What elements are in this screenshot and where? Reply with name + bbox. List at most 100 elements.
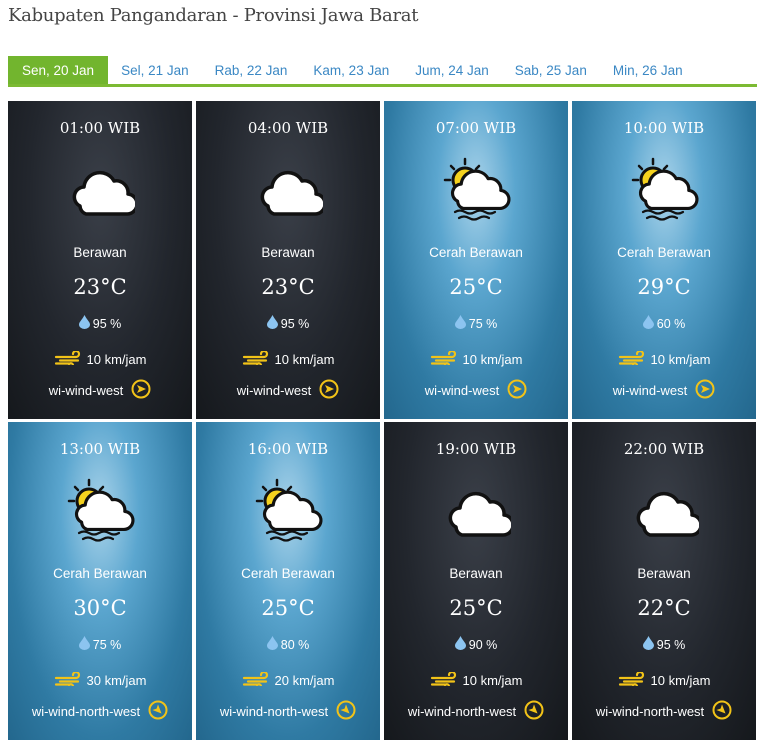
wind-direction: wi-wind-west [384, 379, 568, 402]
wind-direction-label: wi-wind-north-west [219, 704, 329, 719]
forecast-time: 07:00 WIB [435, 119, 517, 137]
wind-direction-label: wi-wind-west [424, 383, 500, 398]
weather-description: Cerah Berawan [617, 245, 711, 260]
wind-speed-value: 30 km/jam [86, 673, 147, 688]
wind-direction-icon [712, 700, 732, 723]
forecast-time: 04:00 WIB [247, 119, 329, 137]
wind-speed: 30 km/jam [8, 670, 192, 690]
humidity-drop-icon [78, 315, 90, 332]
weather-description: Cerah Berawan [429, 245, 523, 260]
humidity-drop-icon [454, 636, 466, 653]
wind-speed-value: 10 km/jam [462, 352, 523, 367]
humidity-drop-icon [454, 315, 466, 332]
wind-speed-value: 10 km/jam [462, 673, 523, 688]
wind-direction-label: wi-wind-west [612, 383, 688, 398]
weather-description: Berawan [637, 566, 691, 581]
cloud-icon [253, 156, 327, 226]
forecast-card: 22:00 WIB Berawan 22°C 95 % 10 km/jam wi… [572, 422, 756, 740]
wind-direction: wi-wind-west [196, 379, 380, 402]
wind-direction-label: wi-wind-north-west [595, 704, 705, 719]
wind-direction-icon [148, 700, 168, 723]
humidity: 75 % [384, 315, 568, 332]
humidity-value: 75 % [468, 316, 498, 331]
forecast-card: 16:00 WIB Cerah Berawan 25°C 80 % 20 km/… [196, 422, 380, 740]
wind-icon [618, 349, 648, 369]
wind-direction: wi-wind-north-west [384, 700, 568, 723]
humidity-drop-icon [78, 636, 90, 653]
tab-day[interactable]: Sel, 21 Jan [121, 63, 189, 78]
tab-day[interactable]: Kam, 23 Jan [313, 63, 390, 78]
wind-speed-value: 10 km/jam [274, 352, 335, 367]
wind-direction-icon [336, 700, 356, 723]
forecast-card: 19:00 WIB Berawan 25°C 90 % 10 km/jam wi… [384, 422, 568, 740]
humidity-value: 95 % [92, 316, 122, 331]
temperature: 23°C [73, 275, 127, 299]
humidity-value: 80 % [280, 637, 310, 652]
wind-direction-icon [131, 379, 151, 402]
forecast-time: 10:00 WIB [623, 119, 705, 137]
page-title: Kabupaten Pangandaran - Provinsi Jawa Ba… [8, 5, 419, 26]
humidity-value: 75 % [92, 637, 122, 652]
humidity: 95 % [196, 315, 380, 332]
wind-speed: 10 km/jam [572, 349, 756, 369]
day-tabs: Sen, 20 Jan Sel, 21 Jan Rab, 22 Jan Kam, 23… [8, 56, 757, 87]
wind-direction-icon [507, 379, 527, 402]
temperature: 23°C [261, 275, 315, 299]
wind-icon [430, 670, 460, 690]
weather-description: Berawan [261, 245, 315, 260]
weather-description: Berawan [73, 245, 127, 260]
humidity: 80 % [196, 636, 380, 653]
weather-description: Cerah Berawan [241, 566, 335, 581]
humidity: 75 % [8, 636, 192, 653]
temperature: 25°C [261, 596, 315, 620]
humidity: 95 % [572, 636, 756, 653]
sun-cloud-icon [441, 156, 511, 226]
tab-day[interactable]: Jum, 24 Jan [415, 63, 489, 78]
temperature: 29°C [637, 275, 691, 299]
cloud-icon [65, 156, 139, 226]
wind-direction-label: wi-wind-north-west [31, 704, 141, 719]
forecast-time: 19:00 WIB [435, 440, 517, 458]
wind-icon [618, 670, 648, 690]
humidity: 60 % [572, 315, 756, 332]
humidity-drop-icon [266, 636, 278, 653]
forecast-time: 16:00 WIB [247, 440, 329, 458]
wind-direction-label: wi-wind-west [236, 383, 312, 398]
temperature: 25°C [449, 275, 503, 299]
wind-speed-value: 10 km/jam [650, 352, 711, 367]
wind-speed-value: 10 km/jam [86, 352, 147, 367]
humidity-drop-icon [266, 315, 278, 332]
sun-cloud-icon [629, 156, 699, 226]
humidity: 90 % [384, 636, 568, 653]
tab-day[interactable]: Min, 26 Jan [612, 63, 683, 78]
wind-speed-value: 10 km/jam [650, 673, 711, 688]
wind-speed: 10 km/jam [384, 349, 568, 369]
humidity-value: 90 % [468, 637, 498, 652]
weather-description: Cerah Berawan [53, 566, 147, 581]
wind-speed-value: 20 km/jam [274, 673, 335, 688]
cloud-icon [629, 477, 703, 547]
temperature: 22°C [637, 596, 691, 620]
tab-day[interactable]: Sen, 20 Jan [8, 56, 109, 84]
wind-direction: wi-wind-north-west [8, 700, 192, 723]
forecast-card: 07:00 WIB Cerah Berawan 25°C 75 % 10 km/… [384, 101, 568, 419]
wind-speed: 10 km/jam [384, 670, 568, 690]
wind-direction: wi-wind-north-west [572, 700, 756, 723]
humidity: 95 % [8, 315, 192, 332]
temperature: 30°C [73, 596, 127, 620]
wind-icon [430, 349, 460, 369]
humidity-value: 95 % [656, 637, 686, 652]
humidity-drop-icon [642, 636, 654, 653]
cloud-icon [441, 477, 515, 547]
wind-icon [242, 349, 272, 369]
forecast-time: 01:00 WIB [59, 119, 141, 137]
wind-direction-label: wi-wind-north-west [407, 704, 517, 719]
tab-day[interactable]: Sab, 25 Jan [514, 63, 587, 78]
forecast-time: 22:00 WIB [623, 440, 705, 458]
wind-speed: 10 km/jam [572, 670, 756, 690]
tab-day[interactable]: Rab, 22 Jan [214, 63, 288, 78]
wind-speed: 10 km/jam [8, 349, 192, 369]
wind-direction-icon [319, 379, 339, 402]
weather-description: Berawan [449, 566, 503, 581]
humidity-value: 60 % [656, 316, 686, 331]
